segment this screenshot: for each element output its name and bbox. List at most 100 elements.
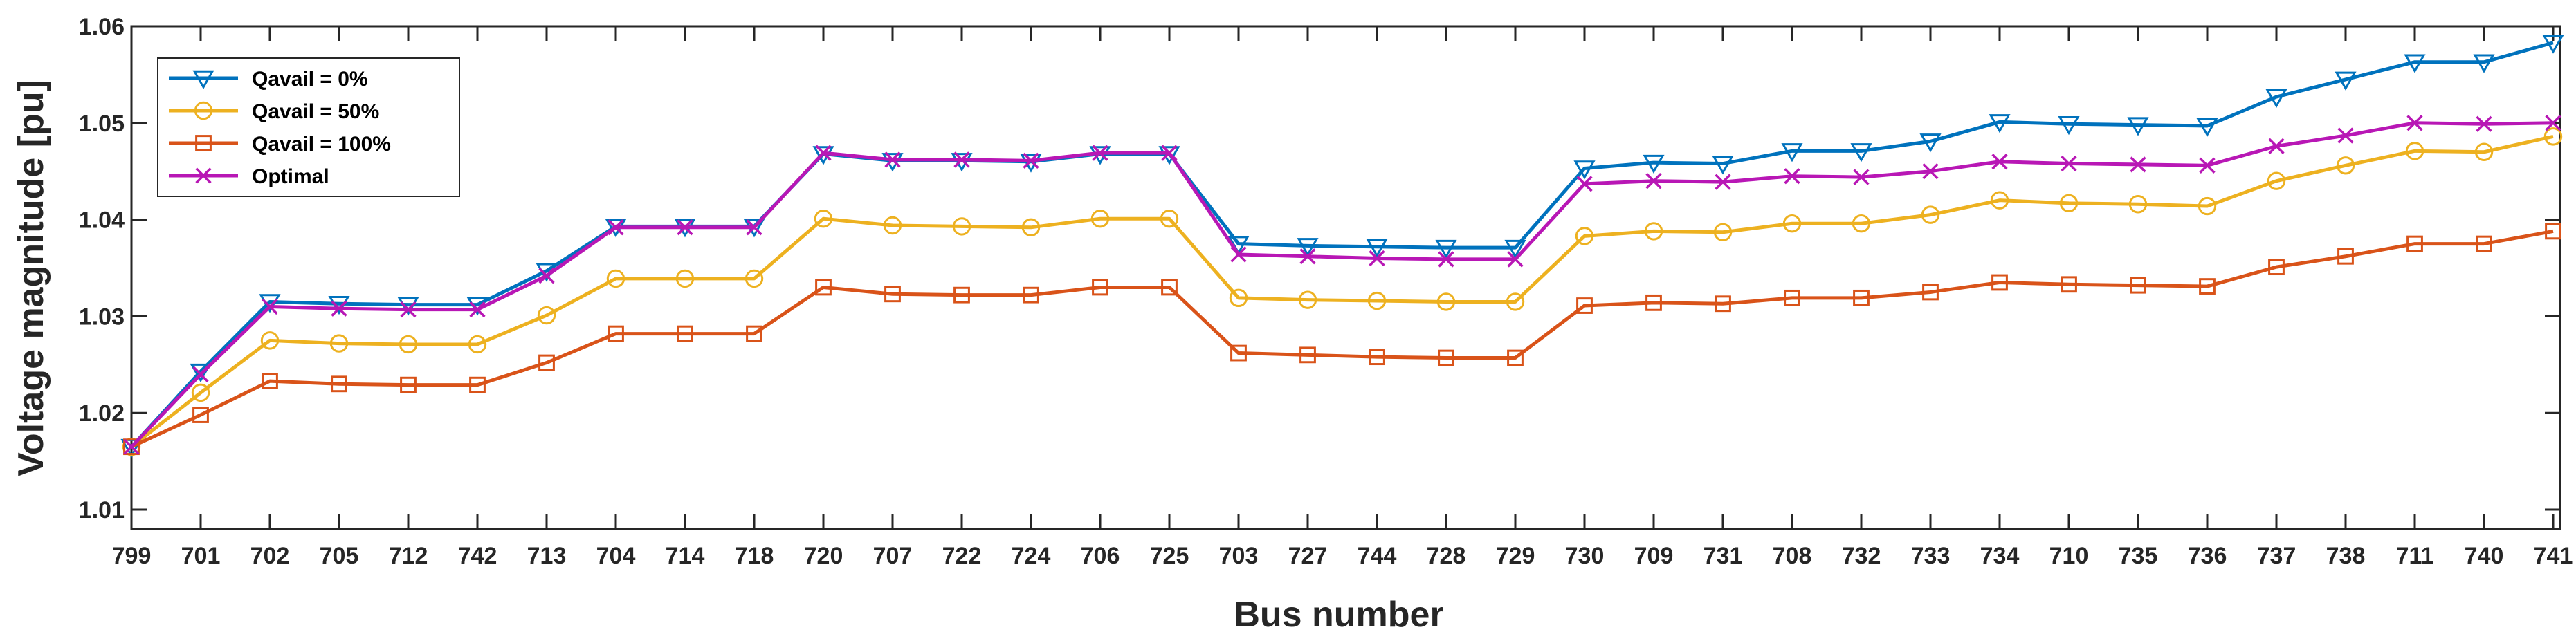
data-point: [191, 383, 210, 402]
data-point: [2476, 235, 2492, 252]
y-axis: 1.01 1.02 1.03 1.04 1.05 1.06: [79, 14, 2560, 523]
data-point: [2130, 156, 2146, 173]
data-point: [1991, 154, 2008, 170]
x-tick-label: 729: [1496, 543, 1535, 569]
data-point: [1158, 146, 1180, 165]
x-tick-label: 708: [1773, 543, 1812, 569]
x-tick-label: 737: [2257, 543, 2296, 569]
data-point: [2542, 35, 2564, 54]
x-tick-label: 742: [458, 543, 497, 569]
data-point: [1298, 290, 1317, 309]
data-point: [608, 219, 624, 236]
data-point: [1230, 344, 1247, 362]
series-line: [130, 229, 2554, 449]
data-point: [2128, 195, 2148, 214]
x-tick-label: 735: [2119, 543, 2158, 569]
x-tick-label: 799: [112, 543, 152, 569]
data-point: [884, 151, 901, 168]
x-axis: 799 701 702 705 712 742 713 704 714 718 720 707 722 7…: [112, 26, 2573, 569]
data-point: [1161, 279, 1178, 296]
data-point: [400, 301, 417, 318]
x-axis-title: Bus number: [1234, 595, 1443, 635]
x-tick-label: 710: [2049, 543, 2089, 569]
data-point: [469, 301, 486, 318]
data-point: [329, 334, 349, 353]
data-point: [2543, 127, 2563, 146]
data-point: [2473, 54, 2495, 73]
x-tick-label: 728: [1427, 543, 1466, 569]
data-point: [1712, 156, 1734, 175]
data-point: [1850, 143, 1872, 162]
data-point: [1643, 154, 1665, 174]
x-tick-label: 730: [1565, 543, 1605, 569]
data-point: [1645, 173, 1662, 189]
x-tick-label: 722: [942, 543, 982, 569]
data-point: [192, 366, 209, 382]
data-point: [1299, 248, 1316, 265]
data-point: [1438, 251, 1454, 268]
x-tick-label: 712: [389, 543, 428, 569]
data-point: [1715, 174, 1731, 190]
y-tick-label: 1.05: [79, 111, 125, 137]
data-point: [192, 407, 209, 423]
x-tick-label: 706: [1081, 543, 1120, 569]
data-point: [1784, 289, 1800, 306]
data-point: [538, 354, 555, 371]
data-point: [952, 217, 971, 236]
data-point: [815, 145, 832, 161]
x-tick-label: 714: [666, 543, 705, 569]
data-point: [1852, 214, 1871, 233]
x-tick-label: 744: [1358, 543, 1397, 569]
data-point: [1715, 295, 1731, 313]
data-point: [1297, 238, 1319, 257]
data-point: [1506, 292, 1525, 311]
data-point: [123, 438, 140, 455]
data-point: [399, 335, 418, 354]
data-point: [2199, 157, 2216, 174]
data-point: [1507, 349, 1524, 366]
data-point: [746, 219, 762, 236]
series-layer: [120, 35, 2564, 458]
x-tick-label: 711: [2396, 543, 2434, 569]
data-point: [1021, 218, 1041, 236]
x-tick-label: 734: [1980, 543, 2020, 569]
legend-label: Optimal: [252, 165, 329, 188]
x-tick-label: 724: [1012, 543, 1051, 569]
data-point: [1576, 176, 1593, 192]
data-point: [881, 153, 904, 172]
data-point: [1229, 288, 1248, 308]
data-point: [1369, 250, 1385, 267]
data-point: [2406, 115, 2423, 131]
x-tick-label: 727: [1288, 543, 1328, 569]
data-point: [1573, 160, 1596, 180]
data-point: [2061, 276, 2077, 293]
data-point: [2404, 54, 2426, 73]
series-line: [130, 134, 2554, 449]
y-tick-label: 1.04: [79, 207, 125, 234]
data-point: [2476, 115, 2492, 132]
data-point: [2474, 142, 2494, 161]
data-point: [1230, 246, 1247, 263]
series-3: [123, 115, 2561, 455]
x-tick-label: 704: [596, 543, 636, 569]
data-point: [2198, 196, 2217, 216]
data-point: [2059, 194, 2079, 213]
data-point: [2545, 223, 2561, 240]
x-tick-label: 738: [2326, 543, 2366, 569]
data-point: [1784, 168, 1800, 185]
data-point: [2267, 171, 2286, 190]
data-point: [2265, 89, 2287, 109]
legend: Qavail = 0% Qavail = 50% Qavail = 100% Opti…: [157, 57, 460, 197]
data-point: [953, 151, 970, 168]
data-point: [1782, 214, 1802, 233]
data-point: [331, 375, 347, 393]
data-point: [953, 286, 970, 304]
data-point: [2199, 278, 2216, 295]
data-point: [1713, 223, 1733, 241]
data-point: [1367, 291, 1387, 310]
series-2: [123, 223, 2561, 456]
data-point: [1919, 133, 1942, 153]
data-point: [1160, 210, 1179, 228]
data-point: [538, 268, 555, 284]
